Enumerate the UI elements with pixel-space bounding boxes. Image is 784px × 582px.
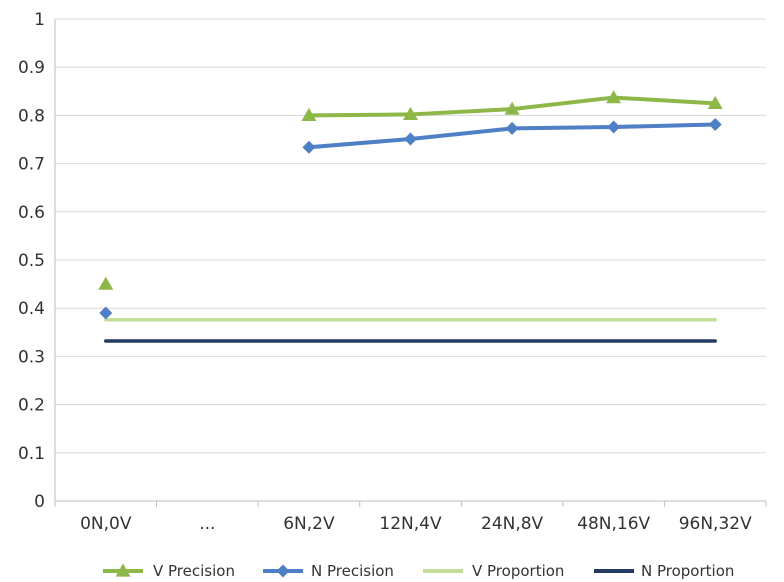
data-point-n-precision-48n-16v (607, 120, 621, 134)
legend-marker-n-precision (276, 564, 290, 578)
y-axis-ticks: 0 0.1 0.2 0.3 0.4 0.5 0.6 0.7 0.8 0.9 1 (18, 10, 45, 512)
y-tick-label: 0 (34, 492, 45, 512)
legend-item-v-proportion: V Proportion (423, 562, 564, 580)
legend-label-n-precision: N Precision (311, 562, 394, 580)
legend-label-v-proportion: V Proportion (472, 562, 564, 580)
y-tick-label: 0.8 (18, 106, 45, 126)
data-point-n-precision-0n-0v (99, 306, 113, 320)
data-point-v-precision-48n-16v (606, 90, 622, 104)
x-tick-label-24n-8v: 24N,8V (481, 514, 544, 534)
x-tick-label-: ... (199, 514, 215, 534)
y-tick-label: 0.4 (18, 299, 45, 319)
y-tick-label: 0.9 (18, 58, 45, 78)
x-tick-label-6n-2v: 6N,2V (283, 514, 335, 534)
y-tick-label: 0.3 (18, 347, 45, 367)
legend-label-v-precision: V Precision (153, 562, 235, 580)
data-point-v-precision-0n-0v (98, 276, 114, 290)
x-tick-label-48n-16v: 48N,16V (577, 514, 650, 534)
y-tick-label: 1 (34, 10, 45, 30)
y-tick-label: 0.7 (18, 155, 45, 175)
series-v-precision (98, 90, 723, 290)
legend-marker-v-precision (115, 563, 131, 577)
data-point-v-precision-12n-4v (403, 106, 418, 121)
axes (54, 19, 767, 507)
data-point-n-precision-6n-2v (302, 140, 316, 154)
series-n-precision (99, 118, 722, 320)
data-point-v-precision-96n-32v (707, 95, 723, 109)
x-tick-label-0n-0v: 0N,0V (80, 514, 132, 534)
legend-item-n-precision: N Precision (263, 562, 394, 580)
x-tick-label-96n-32v: 96N,32V (679, 514, 752, 534)
data-point-v-precision-6n-2v (301, 107, 317, 122)
legend-label-n-proportion: N Proportion (641, 562, 734, 580)
data-point-n-precision-12n-4v (404, 132, 417, 146)
legend-item-n-proportion: N Proportion (594, 562, 734, 580)
data-point-n-precision-24n-8v (505, 121, 519, 135)
y-tick-label: 0.6 (18, 203, 45, 223)
gridlines (55, 18, 766, 454)
y-tick-label: 0.1 (18, 444, 45, 464)
series-layer (98, 90, 723, 343)
y-tick-label: 0.2 (18, 396, 45, 416)
data-point-n-precision-96n-32v (708, 118, 722, 132)
x-axis-ticks: 0N,0V... 6N,2V 12N,4V 24N,8V 48N,16V 96N,32V (80, 514, 752, 534)
legend-item-v-precision: V Precision (103, 562, 235, 580)
legend: V Precision N Precision V Proportion N Prop… (103, 562, 734, 580)
x-tick-label-12n-4v: 12N,4V (379, 514, 442, 534)
data-point-v-precision-24n-8v (504, 101, 520, 115)
y-tick-label: 0.5 (18, 251, 45, 271)
